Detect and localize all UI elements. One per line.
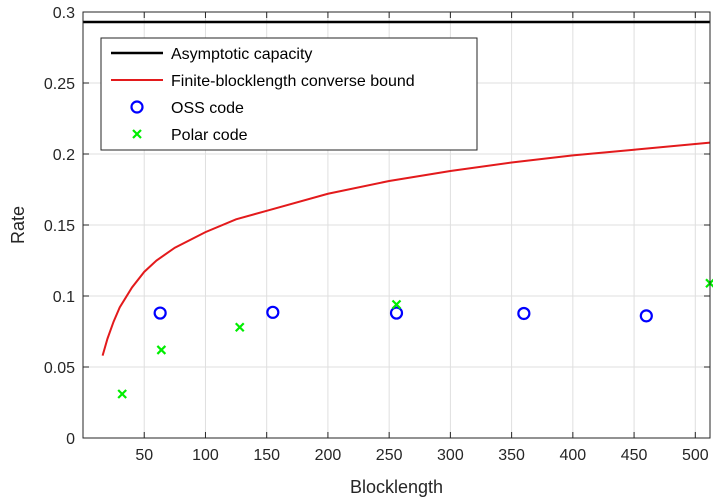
y-tick-label: 0.2 — [53, 147, 75, 164]
polar-code-point — [117, 389, 127, 399]
x-tick-label: 150 — [253, 447, 280, 464]
y-tick-label: 0.15 — [44, 218, 75, 235]
x-marker-stroke — [132, 129, 142, 139]
y-tick-label: 0.1 — [53, 289, 75, 306]
x-tick-label: 250 — [376, 447, 403, 464]
oss-code-point — [389, 306, 404, 320]
x-tick-label: 200 — [315, 447, 342, 464]
x-marker-stroke — [234, 322, 245, 333]
oss-code-point — [266, 305, 280, 319]
x-axis-label: Blocklength — [350, 477, 443, 497]
oss-code-point — [153, 306, 167, 320]
x-tick-label: 350 — [498, 447, 525, 464]
legend-label-asymptotic-capacity: Asymptotic capacity — [171, 46, 312, 63]
legend-box — [100, 37, 478, 151]
finite-blocklength-converse-bound-line — [101, 141, 711, 356]
ticks: 50 100 150 200 250 300 350 400 450 500 0 0.05 0.1 0.1… — [44, 5, 710, 464]
y-tick-label: 0.3 — [53, 5, 75, 22]
legend-swatch-oss-code — [130, 100, 144, 114]
x-tick-label: 100 — [192, 447, 219, 464]
polar-code-point — [234, 322, 245, 333]
x-tick-label: 500 — [682, 447, 709, 464]
x-marker-stroke — [156, 345, 167, 355]
oss-code-point — [517, 306, 531, 321]
y-tick-label: 0.05 — [44, 360, 75, 377]
x-tick-label: 50 — [135, 447, 153, 464]
x-tick-label: 300 — [437, 447, 464, 464]
legend-label-oss-code: OSS code — [171, 100, 244, 117]
polar-code-point — [156, 345, 167, 355]
x-tick-label: 450 — [621, 447, 648, 464]
y-tick-label: 0 — [66, 431, 75, 448]
y-tick-label: 0.25 — [44, 76, 75, 93]
x-marker-stroke — [117, 389, 127, 399]
x-marker-stroke — [391, 299, 402, 310]
legend-label-polar-code: Polar code — [171, 127, 248, 144]
legend-swatch-polar-code — [132, 129, 142, 139]
polar-code-point — [391, 299, 402, 310]
x-tick-label: 400 — [559, 447, 586, 464]
plot-area — [83, 20, 713, 399]
legend-label-finite-blocklength-converse-bound: Finite-blocklength converse bound — [171, 73, 415, 90]
y-axis-label: Rate — [8, 206, 28, 244]
oss-code-point — [639, 309, 653, 323]
legend: Asymptotic capacity Finite-blocklength co… — [100, 37, 478, 151]
